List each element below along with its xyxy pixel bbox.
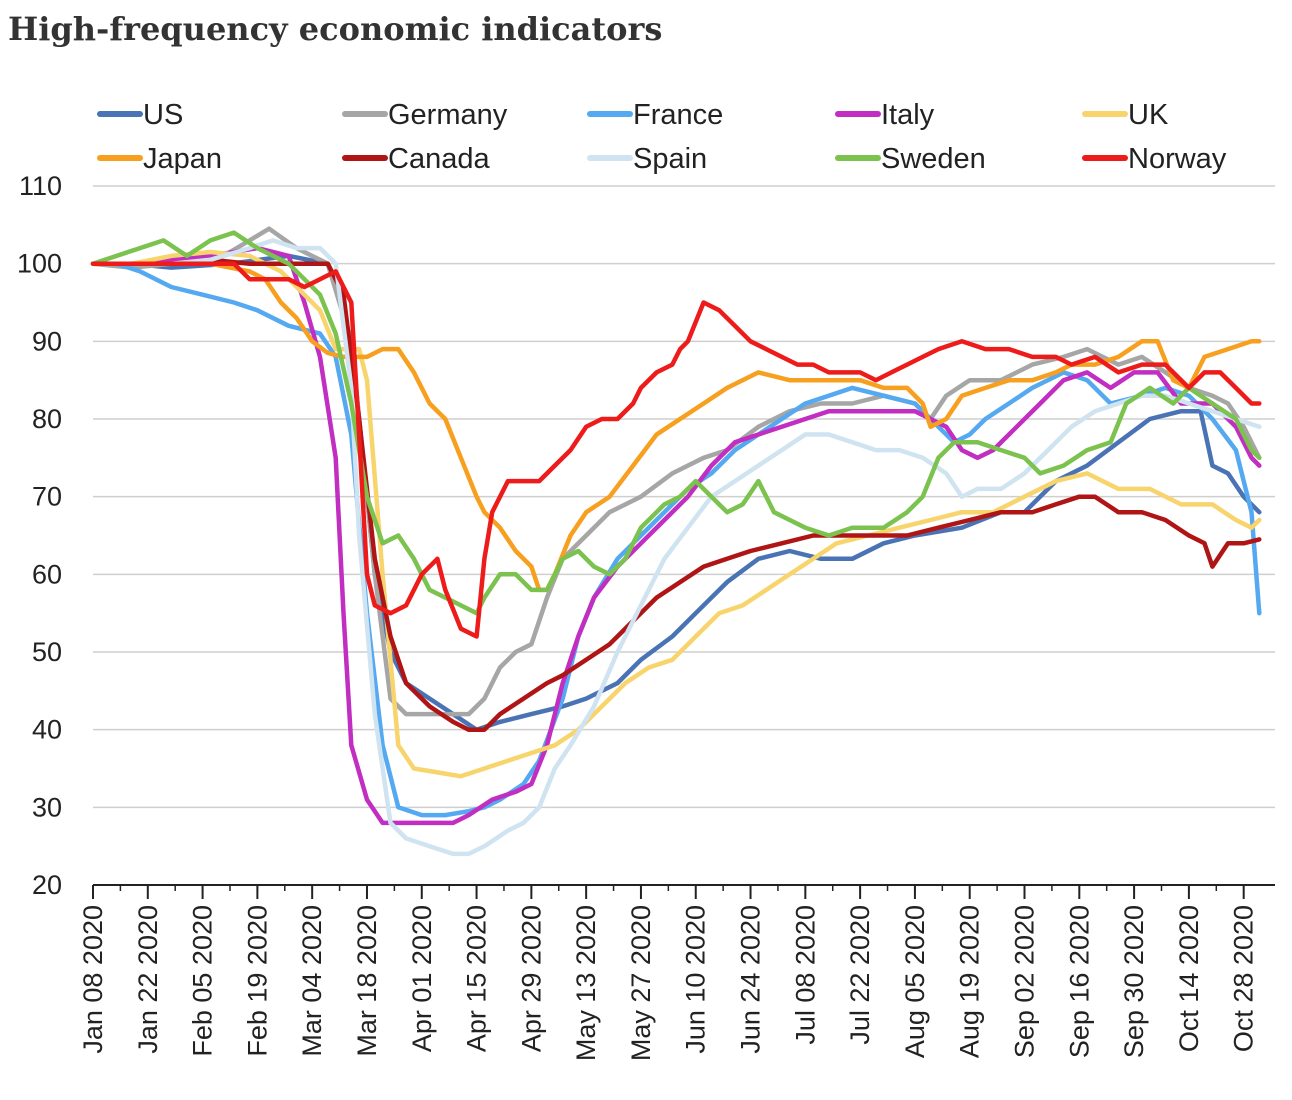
legend-label: Germany	[388, 99, 508, 131]
series-line-sweden	[90, 230, 1262, 616]
y-tick-label: 60	[32, 559, 62, 589]
series-line-france	[90, 261, 1262, 818]
x-tick-label: Jun 10 2020	[681, 905, 711, 1054]
x-tick-label: Jul 08 2020	[790, 905, 820, 1045]
legend-item-japan: Japan	[97, 143, 222, 175]
legend-item-canada: Canada	[342, 143, 490, 175]
x-tick-label: Mar 04 2020	[297, 905, 327, 1057]
legend-item-spain: Spain	[587, 143, 707, 175]
y-tick-label: 90	[32, 326, 62, 356]
x-tick-label: Jul 22 2020	[845, 905, 875, 1045]
series-line-germany	[90, 226, 1262, 717]
legend-item-us: US	[97, 99, 183, 131]
series-line-italy	[90, 245, 1262, 826]
legend-label: UK	[1128, 99, 1169, 131]
x-tick-label: Jan 08 2020	[78, 905, 108, 1054]
y-tick-label: 70	[32, 482, 62, 512]
legend-label: France	[633, 99, 723, 131]
series-line-norway	[90, 261, 1262, 639]
y-tick-label: 50	[32, 637, 62, 667]
legend-label: Spain	[633, 143, 707, 175]
legend: US Germany France Italy UK Japan Canada Spain Sw…	[97, 99, 1227, 175]
legend-item-sweden: Sweden	[835, 143, 986, 175]
legend-item-italy: Italy	[835, 99, 935, 131]
legend-label: US	[143, 99, 183, 131]
legend-label: Italy	[881, 99, 935, 131]
x-tick-label: Jan 22 2020	[133, 905, 163, 1054]
y-axis: 20 30 40 50 60 70 80 90 100 110	[17, 171, 62, 900]
x-tick-label: Feb 05 2020	[188, 905, 218, 1057]
x-tick-label: Mar 18 2020	[352, 905, 382, 1057]
y-tick-label: 80	[32, 404, 62, 434]
x-tick-label: Aug 05 2020	[900, 905, 930, 1058]
x-tick-label: Apr 01 2020	[407, 905, 437, 1052]
x-tick-label: Sep 16 2020	[1064, 905, 1094, 1058]
x-tick-label: Apr 15 2020	[462, 905, 492, 1052]
x-axis: Jan 08 2020 Jan 22 2020 Feb 05 2020 Feb 19 …	[78, 884, 1275, 1061]
legend-label: Norway	[1128, 143, 1227, 175]
x-tick-label: Sep 30 2020	[1119, 905, 1149, 1058]
series-line-canada	[90, 257, 1262, 732]
legend-label: Sweden	[881, 143, 986, 175]
series-line-spain	[90, 238, 1262, 857]
x-tick-label: Feb 19 2020	[242, 905, 272, 1057]
x-tick-label: Apr 29 2020	[516, 905, 546, 1052]
legend-label: Japan	[143, 143, 222, 175]
legend-item-norway: Norway	[1082, 143, 1227, 175]
legend-item-france: France	[587, 99, 723, 131]
legend-label: Canada	[388, 143, 490, 175]
x-tick-label: Oct 28 2020	[1229, 905, 1259, 1052]
x-tick-label: Sep 02 2020	[1010, 905, 1040, 1058]
x-tick-label: Oct 14 2020	[1174, 905, 1204, 1052]
x-tick-label: Jun 24 2020	[736, 905, 766, 1054]
series-group	[90, 226, 1262, 857]
legend-item-germany: Germany	[342, 99, 508, 131]
x-tick-label: May 13 2020	[571, 905, 601, 1061]
y-tick-label: 20	[32, 870, 62, 900]
y-tick-label: 100	[17, 249, 62, 279]
y-tick-label: 110	[19, 171, 62, 201]
y-tick-label: 30	[32, 792, 62, 822]
series-line-uk	[90, 249, 1262, 779]
chart-title: High-frequency economic indicators	[8, 10, 663, 48]
legend-item-uk: UK	[1082, 99, 1169, 131]
y-tick-label: 40	[32, 715, 62, 745]
x-tick-label: May 27 2020	[626, 905, 656, 1061]
x-tick-label: Aug 19 2020	[955, 905, 985, 1058]
